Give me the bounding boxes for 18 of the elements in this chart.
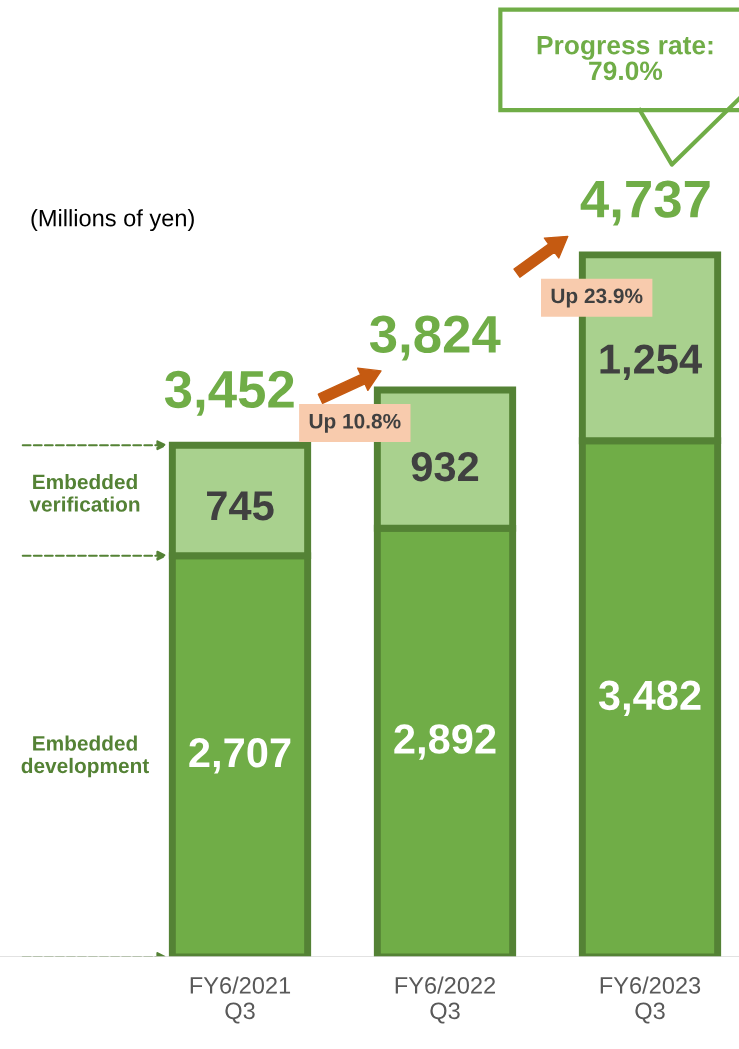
x-tick-label: FY6/2023 Q3 <box>600 976 701 1024</box>
data-label: 932 <box>411 451 479 482</box>
total-label: 3,824 <box>369 315 501 361</box>
series-label: Embedded development <box>21 735 149 778</box>
total-label: 4,737 <box>580 180 710 226</box>
data-label: 745 <box>207 491 274 521</box>
total-label: 3,452 <box>164 370 294 416</box>
x-tick-label: FY6/2022 Q3 <box>395 976 496 1024</box>
annotation: Up 23.9% <box>551 288 643 308</box>
data-label: 3,482 <box>598 680 701 717</box>
data-label: 2,892 <box>394 724 496 760</box>
series-label: Embedded verification <box>29 474 140 512</box>
x-tick-label: FY6/2021 Q3 <box>190 976 291 1024</box>
data-label: 2,707 <box>189 738 291 774</box>
text: (Millions of yen) <box>31 209 194 232</box>
annotation: Up 10.8% <box>309 413 401 433</box>
text: Progress rate: 79.0% <box>537 36 713 81</box>
data-label: 1,254 <box>600 344 702 380</box>
